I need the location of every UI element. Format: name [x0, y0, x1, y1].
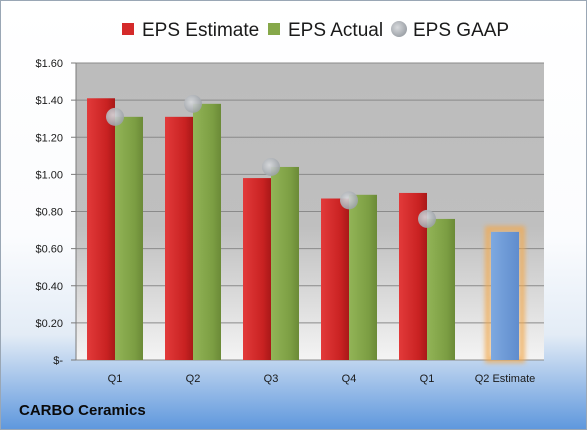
x-axis: Q1 Q2 Q3 Q4 Q1 Q2 Estimate: [108, 373, 536, 385]
eps-estimate-bar: [87, 98, 115, 361]
legend-label: EPS Actual: [288, 20, 383, 41]
eps-gaap-marker: [184, 94, 202, 113]
gaap-markers: [106, 94, 436, 228]
x-tick-label: Q2 Estimate: [475, 373, 536, 385]
y-tick-label: $0.20: [35, 318, 63, 330]
legend-label: EPS Estimate: [142, 20, 259, 41]
company-name: CARBO Ceramics: [19, 402, 146, 419]
legend-swatch: [122, 23, 134, 35]
y-tick-label: $1.40: [35, 95, 63, 107]
legend-label: EPS GAAP: [413, 20, 509, 41]
eps-gaap-marker: [262, 157, 280, 176]
next-estimate-bar: [491, 231, 519, 360]
eps-actual-bar: [349, 194, 377, 360]
x-tick-label: Q2: [186, 373, 201, 385]
eps-actual-bar: [427, 218, 455, 360]
legend-swatch: [391, 21, 407, 37]
y-tick-label: $0.40: [35, 281, 63, 293]
eps-actual-bar: [271, 166, 299, 360]
y-tick-label: $0.80: [35, 207, 63, 219]
eps-actual-bar: [115, 116, 143, 360]
eps-gaap-marker: [340, 191, 358, 210]
eps-gaap-marker: [106, 107, 124, 126]
y-axis: $1.60 $1.40 $1.20 $1.00 $0.80 $0.60 $0.40 $0.20…: [35, 58, 77, 367]
eps-estimate-bar: [243, 178, 271, 360]
y-tick-label: $0.60: [35, 244, 63, 256]
gridlines: [76, 62, 544, 361]
bars: [87, 98, 525, 363]
y-tick-label: $1.00: [35, 169, 63, 181]
y-tick-label: $-: [53, 355, 63, 367]
legend-swatch: [268, 23, 280, 35]
eps-actual-bar: [193, 103, 221, 361]
x-tick-label: Q4: [342, 373, 357, 385]
eps-estimate-bar: [165, 116, 193, 360]
y-tick-label: $1.20: [35, 132, 63, 144]
y-tick-label: $1.60: [35, 58, 63, 70]
x-tick-label: Q3: [264, 373, 279, 385]
eps-gaap-marker: [418, 209, 436, 228]
eps-estimate-bar: [321, 198, 349, 360]
x-tick-label: Q1: [108, 373, 123, 385]
x-tick-label: Q1: [420, 373, 435, 385]
legend: EPS Estimate EPS Actual EPS GAAP: [122, 20, 509, 41]
